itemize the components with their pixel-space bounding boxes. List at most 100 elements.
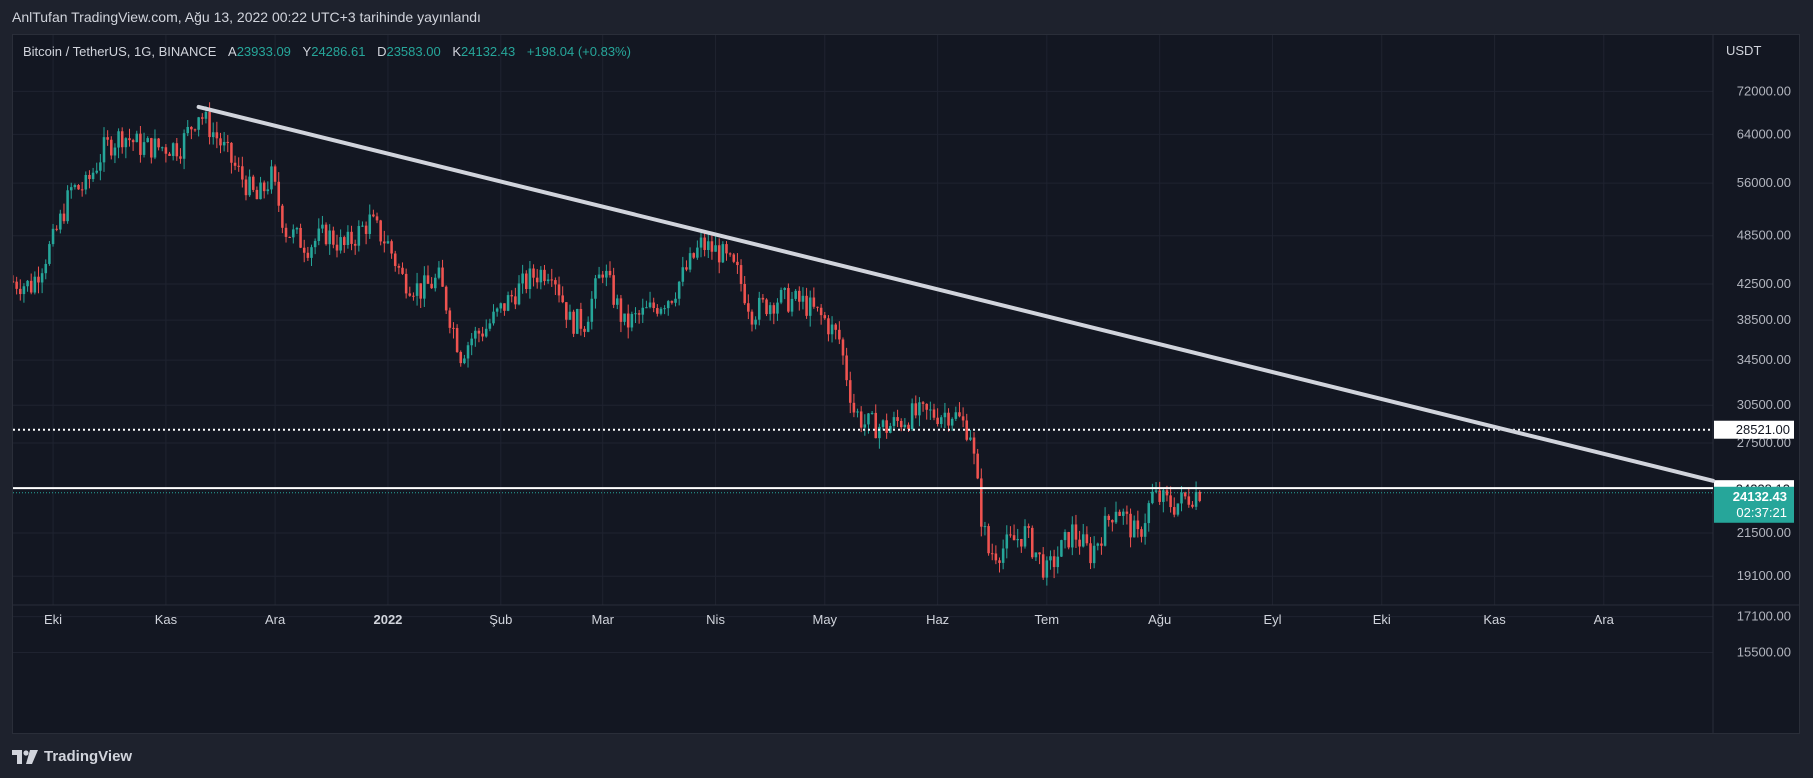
candle-body [128,138,131,141]
candle-body [594,278,597,299]
candle-body [459,352,463,364]
candle-body [1078,539,1081,547]
candle-body [1041,554,1045,578]
candle-body [197,117,200,130]
candle-body [1169,495,1172,508]
candle-body [19,288,22,295]
candle-body [1027,526,1030,528]
level-badge [1714,420,1794,439]
y-tick-label: 48500.00 [1737,228,1791,243]
y-tick-label: 15500.00 [1737,645,1791,660]
footer-brand[interactable]: TradingView [12,748,132,765]
candle-body [612,275,615,305]
candle-body [619,298,623,322]
candle-body [605,270,608,278]
candle-body [393,253,397,266]
candle-body [62,213,66,222]
candle-body [947,412,950,426]
candle-body [474,330,477,339]
candle-body [190,126,193,130]
candle-body [361,225,364,227]
candle-body [139,133,142,155]
candle-body [1067,532,1070,548]
candle-body [535,277,539,283]
candle-body [823,315,827,319]
candle-body [270,166,273,190]
candle-body [495,308,499,312]
candle-body [423,275,426,299]
candle-body [889,425,892,433]
candle-body [208,111,211,138]
candle-body [510,295,513,297]
y-tick-label: 27500.00 [1737,435,1791,450]
candle-body [572,311,575,334]
candle-body [415,283,419,296]
candle-body [565,302,568,320]
candle-body [630,313,634,328]
candle-body [1147,503,1151,524]
candle-body [1143,523,1147,537]
candle-body [848,380,852,403]
candle-body [1180,492,1183,504]
price-chart[interactable]: 72000.00 64000.00 56000.00 48500.00 42500.00… [13,35,1800,734]
candle-body [353,243,357,246]
change-value: +198.04 (+0.83%) [526,44,631,59]
candle-body [146,138,149,143]
candle-body [1038,552,1041,555]
candle-body [488,323,492,329]
candle-body [561,295,564,303]
candle-body [1100,543,1103,546]
candle-body [659,308,663,314]
y-tick-label: 21500.00 [1737,525,1791,540]
candle-body [867,413,870,425]
candle-body [539,269,543,283]
candle-body [241,166,244,180]
candle-body [477,330,481,334]
candle-body [801,295,805,302]
candle-body [342,237,346,246]
candle-body [838,329,841,340]
candle-body [932,409,936,418]
candle-body [135,133,139,143]
candle-body [1129,513,1132,538]
candle-body [1140,529,1143,537]
candle-body [131,140,135,143]
candle-body [732,254,736,262]
candle-body [983,526,987,528]
candle-body [433,277,437,289]
candle-body [637,313,641,315]
candle-body [590,298,594,322]
candle-body [859,411,863,428]
candle-body [783,288,787,290]
candle-body [80,189,84,191]
candle-body [1085,534,1089,544]
chart-frame[interactable]: 72000.00 64000.00 56000.00 48500.00 42500.00… [12,34,1800,734]
candle-body [102,137,106,163]
candle-body [419,283,422,299]
candle-body [663,308,666,310]
candle-body [310,247,313,258]
low-label: D [377,44,387,59]
candle-body [1030,527,1034,558]
candle-body [201,117,204,119]
candle-body [219,138,222,146]
candle-body [648,302,652,308]
candle-body [688,253,692,270]
candle-body [714,245,717,252]
x-tick-label: Şub [489,612,512,627]
candle-body [55,228,58,230]
candle-body [1045,560,1049,578]
candle-body [903,424,907,428]
candle-body [961,416,965,421]
x-tick-label: Eki [44,612,62,627]
candle-body [936,417,939,425]
candle-body [426,275,430,284]
x-tick-label: May [812,612,837,627]
candle-body [925,403,928,410]
candle-body [13,281,15,283]
candle-body [616,298,619,305]
candle-body [685,267,688,270]
publication-caption: AnlTufan TradingView.com, Ağu 13, 2022 0… [12,9,481,25]
candle-body [1151,491,1154,504]
candle-body [757,297,761,320]
